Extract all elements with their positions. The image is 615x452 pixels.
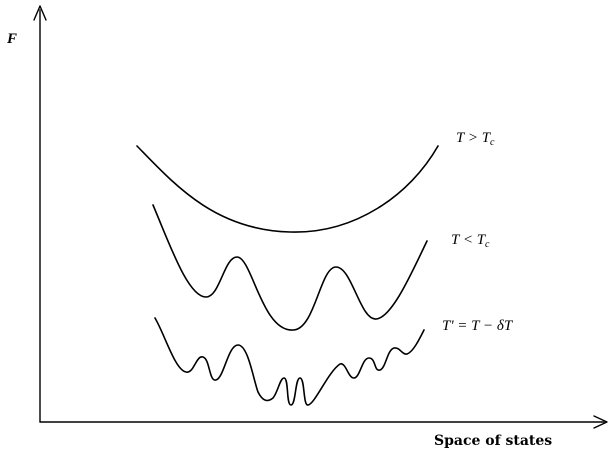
label-above-critical-sub: c xyxy=(490,137,495,148)
x-axis-label: Space of states xyxy=(434,433,552,449)
label-below-critical-sub: c xyxy=(485,239,490,250)
label-above-critical-main: T > T xyxy=(456,130,492,146)
label-lowered: T' = T − δT xyxy=(442,318,514,334)
curve-above-critical xyxy=(136,145,439,233)
x-axis xyxy=(39,415,608,429)
label-below-critical-main: T < T xyxy=(451,232,487,248)
y-axis xyxy=(33,5,47,423)
y-axis-label: F xyxy=(6,31,17,47)
label-below-critical: T < Tc xyxy=(451,232,490,250)
label-above-critical: T > Tc xyxy=(456,130,495,148)
curve-lowered xyxy=(154,317,425,406)
curve-below-critical xyxy=(152,204,428,331)
